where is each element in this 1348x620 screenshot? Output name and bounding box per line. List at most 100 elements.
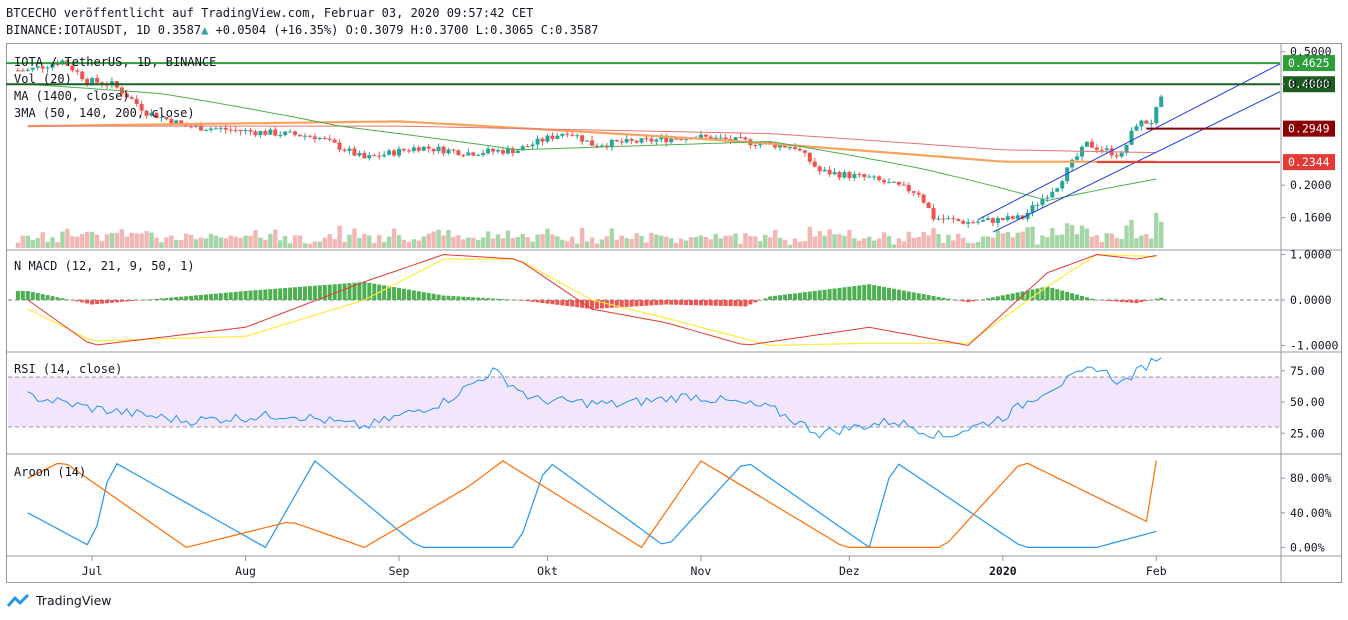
candle-down — [471, 152, 476, 156]
volume-bar — [292, 235, 298, 248]
volume-bar — [84, 231, 90, 248]
candle-down — [322, 138, 327, 140]
candle-down — [773, 142, 778, 148]
candle-up — [733, 137, 738, 141]
candle-up — [1119, 152, 1124, 157]
volume-bar — [1144, 234, 1149, 248]
candle-down — [154, 112, 159, 119]
volume-bar — [990, 237, 996, 248]
macd-pane[interactable] — [8, 253, 1280, 347]
volume-bar — [931, 228, 936, 248]
macd-histogram-bar — [65, 299, 70, 300]
volume-bar — [505, 230, 511, 248]
candle-up — [976, 221, 981, 223]
aroon-pane[interactable] — [27, 459, 1157, 549]
macd-histogram-bar — [25, 291, 30, 300]
volume-bar — [565, 241, 570, 248]
macd-histogram-bar — [238, 291, 243, 300]
macd-histogram-bar — [495, 298, 500, 300]
candle-up — [585, 140, 590, 142]
candle-up — [35, 66, 40, 68]
candle-down — [144, 110, 149, 116]
volume-bar — [35, 238, 40, 248]
candle-down — [372, 155, 377, 157]
candle-down — [1099, 149, 1104, 151]
candle-up — [347, 148, 352, 151]
macd-histogram-bar — [773, 295, 778, 300]
candle-down — [1089, 141, 1094, 148]
macd-histogram-bar — [520, 300, 525, 301]
volume-bar — [693, 236, 699, 248]
macd-histogram-bar — [372, 283, 377, 300]
candle-up — [545, 135, 550, 142]
volume-bar — [1050, 227, 1055, 248]
macd-histogram-bar — [550, 300, 555, 305]
macd-histogram-bar — [134, 300, 139, 301]
macd-histogram-bar — [946, 298, 951, 300]
pane-label: Vol (20) — [14, 72, 72, 86]
candle-down — [877, 176, 882, 181]
volume-bar — [490, 238, 496, 248]
volume-bar — [198, 237, 204, 248]
volume-bar — [777, 237, 783, 248]
publisher-line: BTCECHO veröffentlicht auf TradingView.c… — [6, 6, 534, 20]
candle-up — [1159, 96, 1164, 108]
rsi-pane[interactable] — [8, 357, 1280, 440]
volume-bar — [797, 241, 803, 248]
up-arrow-icon: ▲ — [201, 23, 209, 37]
macd-histogram-bar — [1159, 297, 1164, 300]
candle-down — [293, 131, 298, 135]
macd-histogram-bar — [718, 300, 723, 306]
macd-histogram-bar — [416, 291, 421, 300]
volume-bar — [703, 236, 709, 248]
candle-down — [753, 145, 758, 147]
macd-histogram-bar — [976, 300, 981, 301]
volume-bar — [129, 232, 134, 248]
macd-histogram-bar — [896, 289, 901, 300]
volume-bar — [446, 230, 451, 248]
volume-bar — [758, 241, 763, 248]
price-pane[interactable] — [6, 58, 1281, 248]
macd-histogram-bar — [50, 296, 55, 300]
candle-up — [788, 147, 793, 149]
macd-histogram-bar — [510, 299, 515, 301]
macd-histogram-bar — [644, 300, 649, 306]
candle-up — [575, 135, 580, 137]
volume-bar — [500, 238, 506, 248]
candle-down — [525, 146, 530, 148]
volume-bar — [654, 234, 659, 248]
volume-bar — [956, 233, 961, 248]
price-level-tag — [1283, 55, 1335, 72]
volume-bar — [1079, 225, 1085, 248]
macd-histogram-bar — [307, 286, 312, 300]
candle-up — [213, 128, 218, 130]
candle-up — [25, 69, 30, 71]
candle-up — [382, 154, 387, 157]
candle-down — [649, 138, 654, 142]
candle-down — [134, 98, 139, 105]
macd-histogram-bar — [233, 291, 238, 300]
volume-bar — [1109, 233, 1114, 248]
volume-bar — [80, 234, 85, 248]
macd-histogram-bar — [758, 300, 763, 301]
volume-bar — [208, 233, 214, 248]
candle-down — [664, 136, 669, 143]
macd-histogram-bar — [441, 295, 446, 300]
volume-bar — [1074, 234, 1080, 248]
tradingview-logo-icon — [6, 593, 29, 607]
macd-histogram-bar — [208, 294, 213, 300]
volume-bar — [881, 232, 887, 248]
footer[interactable]: TradingView — [6, 593, 112, 608]
macd-histogram-bar — [867, 284, 872, 300]
macd-histogram-bar — [243, 291, 248, 300]
volume-bar — [65, 228, 70, 248]
candle-up — [466, 152, 471, 156]
candle-down — [456, 150, 461, 156]
candle-down — [634, 140, 639, 143]
candle-down — [931, 208, 936, 220]
candle-up — [1149, 123, 1154, 125]
candle-down — [248, 129, 253, 132]
macd-histogram-bar — [634, 300, 639, 307]
volume-bar — [169, 235, 174, 248]
